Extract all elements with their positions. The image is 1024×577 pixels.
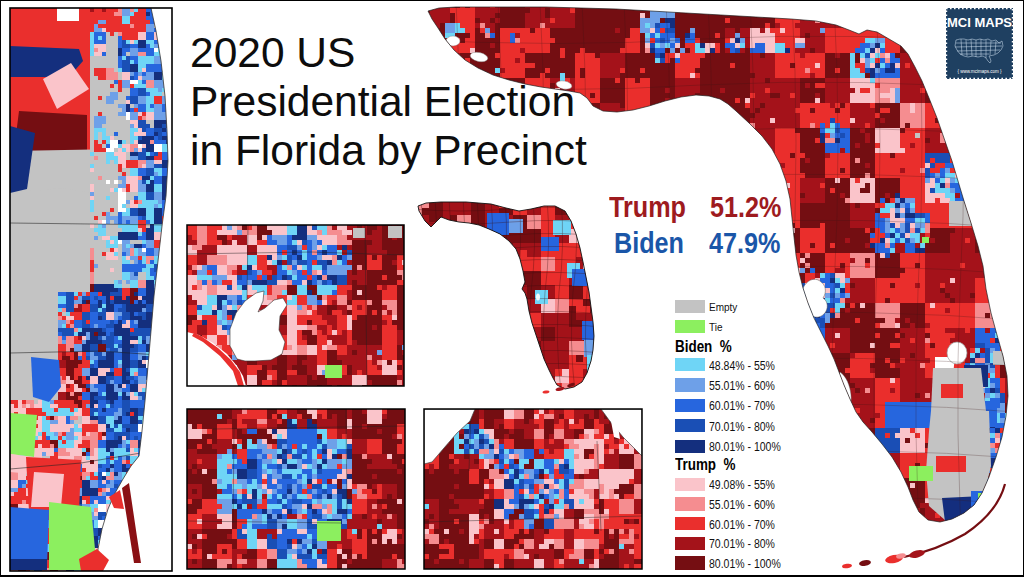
- svg-text:{ www.mcimaps.com }: { www.mcimaps.com }: [957, 69, 1002, 74]
- svg-text:MCI MAPS: MCI MAPS: [947, 15, 1012, 30]
